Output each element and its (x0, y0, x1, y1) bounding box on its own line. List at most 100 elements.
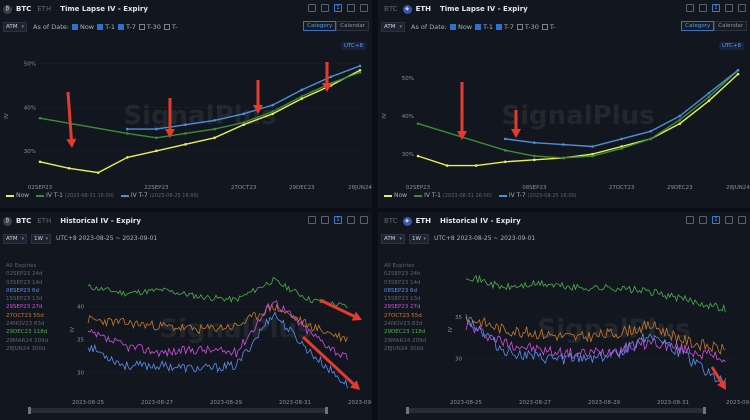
expiry-item[interactable]: 29SEP23 27d (6, 304, 43, 311)
btc-time-lapse-chart: 30% 40% 50% IV 02SEP23 22SEP23 27OCT23 29DEC23 2… (4, 62, 372, 191)
popout-icon[interactable] (308, 4, 316, 12)
checkbox-t1[interactable]: T-1 (97, 23, 115, 31)
data-point (620, 137, 623, 141)
expiry-item[interactable]: 29MAR24 209d (6, 337, 49, 344)
expiry-item[interactable]: 27OCT23 55d (6, 312, 44, 319)
popout-icon[interactable] (686, 4, 694, 12)
expand-icon[interactable] (699, 216, 707, 224)
scroll-handle-right[interactable] (325, 407, 328, 414)
panel-header: ₿ BTC ETH Historical IV - Expiry 1 (0, 212, 372, 230)
expiry-item[interactable]: 03SEP23 14d (384, 279, 421, 286)
coin-tab-eth[interactable]: ETH (37, 217, 52, 225)
checkbox-now[interactable]: Now (71, 23, 94, 31)
legend-note: (2023-08-31 16:00) (64, 193, 114, 199)
range-select[interactable]: 1W ▾ (409, 233, 429, 244)
legend-item-now[interactable]: Now (6, 192, 29, 199)
data-point (213, 127, 216, 131)
metric-select[interactable]: ATM ▾ (381, 233, 405, 244)
checkbox-custom[interactable]: T- (163, 23, 178, 31)
metric-select[interactable]: ATM ▾ (3, 233, 27, 244)
settings-icon[interactable] (725, 216, 733, 224)
expiry-item[interactable]: 02SEP23 24h (384, 271, 421, 278)
close-icon[interactable] (360, 216, 368, 224)
expiry-item[interactable]: 24NOV23 83d (384, 321, 423, 328)
settings-icon[interactable] (347, 216, 355, 224)
coin-tab-btc[interactable]: BTC (384, 5, 398, 13)
close-icon[interactable] (738, 216, 746, 224)
expand-icon[interactable] (321, 4, 329, 12)
page-indicator[interactable]: 1 (334, 216, 342, 224)
expiry-item[interactable]: All Expiries (6, 263, 37, 269)
settings-icon[interactable] (725, 4, 733, 12)
range-select[interactable]: 1W ▾ (31, 233, 51, 244)
time-range-scrollbar[interactable] (406, 407, 706, 414)
expiry-item[interactable]: All Expiries (384, 263, 415, 269)
popout-icon[interactable] (686, 216, 694, 224)
data-point (184, 123, 187, 127)
view-toggle: Category Calendar (303, 21, 369, 31)
checkbox-custom[interactable]: T- (541, 23, 556, 31)
scroll-handle-left[interactable] (406, 407, 409, 414)
checkbox-now[interactable]: Now (449, 22, 473, 31)
coin-tab-btc[interactable]: ₿ BTC (3, 216, 31, 226)
legend-item-now[interactable]: Now (384, 192, 407, 199)
page-indicator[interactable]: 1 (712, 216, 720, 224)
time-range-scrollbar[interactable] (28, 407, 328, 414)
metric-select[interactable]: ATM ▾ (381, 21, 405, 32)
coin-tab-btc[interactable]: BTC (384, 217, 398, 225)
data-point (591, 154, 594, 158)
y-tick-label: 40% (402, 114, 414, 120)
legend-item-t7[interactable]: IV T-7 (2023-08-25 16:00) (498, 192, 577, 199)
page-indicator[interactable]: 1 (712, 4, 720, 12)
checkbox-t30[interactable]: T-30 (138, 23, 161, 31)
metric-select[interactable]: ATM ▾ (3, 21, 27, 32)
expiry-item[interactable]: 28JUN24 300d (384, 345, 424, 352)
data-point (678, 122, 682, 125)
expiry-item[interactable]: 29SEP23 27d (384, 304, 421, 311)
toggle-category[interactable]: Category (681, 21, 715, 31)
x-tick-label: 22SEP23 (144, 185, 169, 191)
toggle-calendar[interactable]: Calendar (714, 21, 747, 31)
expand-icon[interactable] (699, 4, 707, 12)
close-icon[interactable] (360, 4, 368, 12)
toggle-category[interactable]: Category (303, 21, 337, 31)
legend-item-t1[interactable]: IV T-1 (2023-08-31 16:00) (414, 192, 492, 199)
chart-legend: Now IV T-1 (2023-08-31 16:00) IV T-7 (20… (6, 192, 199, 199)
coin-tab-btc[interactable]: ₿ BTC (3, 4, 31, 14)
settings-icon[interactable] (347, 4, 355, 12)
scroll-handle-left[interactable] (28, 407, 31, 414)
popout-icon[interactable] (308, 216, 316, 224)
expiry-item[interactable]: 03SEP23 14d (6, 279, 43, 286)
expiry-item[interactable]: 28JUN24 300d (6, 345, 46, 352)
data-point (300, 88, 304, 92)
expiry-item[interactable]: 27OCT23 55d (384, 312, 422, 319)
scroll-handle-right[interactable] (703, 407, 706, 414)
checkbox-t7[interactable]: T-7 (117, 23, 136, 31)
expiry-item[interactable]: 29DEC23 118d (6, 329, 48, 336)
legend-item-t1[interactable]: IV T-1 (2023-08-31 16:00) (36, 192, 114, 199)
expiry-item[interactable]: 08SEP23 6d (6, 287, 40, 294)
coin-tab-eth[interactable]: ◆ ETH (402, 216, 431, 226)
expiry-item[interactable]: 02SEP23 24d (6, 271, 43, 278)
coin-tab-eth[interactable]: ETH (37, 5, 52, 13)
checkbox-t30[interactable]: T-30 (516, 23, 539, 31)
expiry-item[interactable]: 08SEP23 6d (384, 287, 418, 294)
expand-icon[interactable] (321, 216, 329, 224)
toggle-calendar[interactable]: Calendar (336, 21, 369, 31)
data-point (562, 156, 565, 160)
expiry-item[interactable]: 29DEC23 118d (384, 329, 426, 336)
expiry-item[interactable]: 29MAR24 209d (384, 337, 427, 344)
as-of-label: As of Date: (411, 22, 447, 31)
checkbox-t7[interactable]: T-7 (495, 23, 514, 31)
page-indicator[interactable]: 1 (334, 4, 342, 12)
expiry-item[interactable]: 15SEP23 13d (384, 296, 421, 303)
expiry-item[interactable]: 15SEP23 13d (6, 296, 43, 303)
checkbox-label: Now (457, 22, 473, 31)
y-tick-label: 35 (77, 337, 84, 343)
chevron-down-icon: ▾ (45, 235, 48, 242)
expiry-item[interactable]: 24NOV23 83d (6, 321, 45, 328)
legend-item-t7[interactable]: IV T-7 (2023-08-25 16:00) (120, 192, 199, 199)
checkbox-t1[interactable]: T-1 (475, 23, 493, 31)
close-icon[interactable] (738, 4, 746, 12)
coin-tab-eth[interactable]: ◆ ETH (402, 4, 431, 14)
